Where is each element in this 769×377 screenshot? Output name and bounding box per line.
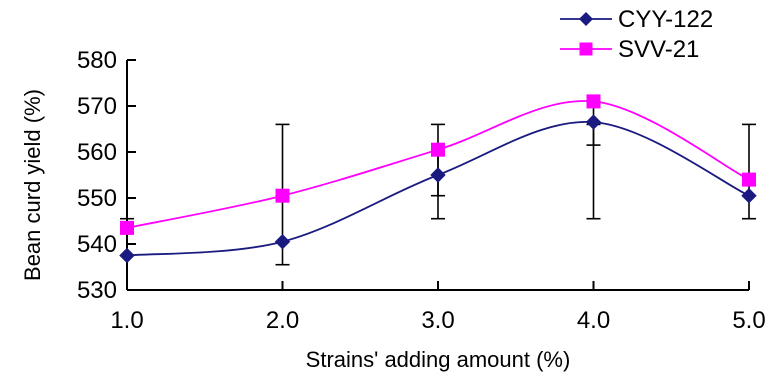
data-point-cyy-122 (741, 187, 757, 204)
axes: 530 540 550 560 570 580 1.0 2.0 3.0 4.0 5.0 (77, 47, 766, 334)
x-tick-label: 2.0 (266, 307, 299, 334)
x-tick-label: 1.0 (110, 307, 143, 334)
legend-marker-cyy-122 (579, 12, 593, 26)
y-tick-label: 580 (77, 47, 117, 74)
series-markers (119, 94, 757, 264)
x-axis-title: Strains' adding amount (%) (306, 347, 571, 372)
x-tick-label: 4.0 (577, 307, 610, 334)
data-point-cyy-122 (585, 114, 602, 130)
y-tick-label: 550 (77, 185, 117, 212)
legend: CYY-122 SVV-21 (560, 6, 713, 63)
legend-label-cyy-122: CYY-122 (618, 6, 713, 33)
data-point-svv-21 (586, 94, 601, 109)
data-point-svv-21 (120, 220, 134, 235)
y-tick-label: 530 (77, 277, 117, 304)
y-tick-label: 570 (77, 93, 117, 120)
y-tick-label: 560 (77, 139, 117, 166)
y-axis-title: Bean curd yield (%) (20, 89, 45, 281)
x-ticks: 1.0 2.0 3.0 4.0 5.0 (110, 281, 766, 334)
y-ticks: 530 540 550 560 570 580 (77, 47, 136, 304)
data-point-svv-21 (742, 172, 756, 187)
legend-marker-svv-21 (579, 42, 593, 56)
data-point-svv-21 (431, 142, 445, 157)
data-point-cyy-122 (274, 233, 291, 250)
x-tick-label: 5.0 (732, 307, 765, 334)
x-tick-label: 3.0 (421, 307, 454, 334)
data-point-cyy-122 (119, 247, 135, 264)
data-point-svv-21 (275, 188, 290, 203)
legend-label-svv-21: SVV-21 (618, 36, 699, 63)
data-point-cyy-122 (430, 167, 446, 183)
y-tick-label: 540 (77, 231, 117, 258)
